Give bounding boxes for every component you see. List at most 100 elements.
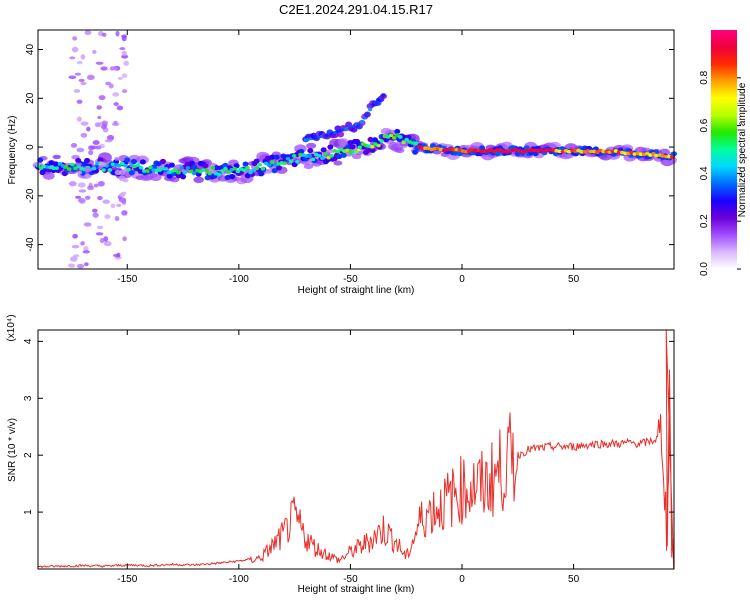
heatmap-cell xyxy=(303,163,314,170)
heatmap-cell xyxy=(257,162,263,167)
heatmap-cell xyxy=(88,145,95,151)
heatmap-cell xyxy=(193,176,204,184)
heatmap-x-tick-label: -50 xyxy=(343,274,358,285)
heatmap-cell xyxy=(126,167,131,172)
heatmap-cell xyxy=(139,159,146,165)
snr-x-tick-label: -100 xyxy=(229,574,249,585)
heatmap-cell xyxy=(95,61,104,65)
heatmap-cell xyxy=(327,144,334,150)
heatmap-cell xyxy=(388,133,394,138)
heatmap-cell xyxy=(379,139,384,143)
heatmap-y-tick-label: 40 xyxy=(25,44,36,56)
heatmap-cell xyxy=(325,149,334,154)
heatmap-cell xyxy=(260,166,266,171)
colorbar-label: Normalized spectral amplitude xyxy=(737,82,748,217)
heatmap-cell xyxy=(108,83,114,89)
colorbar-tick-label: 0.4 xyxy=(699,166,710,180)
heatmap-cell xyxy=(188,160,195,166)
heatmap-cell xyxy=(159,158,166,164)
heatmap-cell xyxy=(121,35,127,42)
heatmap-cell xyxy=(98,161,107,168)
heatmap-cell xyxy=(365,112,370,116)
heatmap-cell xyxy=(337,131,345,138)
heatmap-cell xyxy=(69,256,78,262)
snr-y-tick-label: 2 xyxy=(23,452,34,458)
heatmap-cell xyxy=(182,170,188,175)
heatmap-cell xyxy=(333,160,343,166)
heatmap-cell xyxy=(452,150,459,156)
colorbar-tick-label: 0.2 xyxy=(699,214,710,228)
heatmap-cell xyxy=(80,54,86,60)
heatmap-cell xyxy=(116,203,122,208)
snr-x-axis-label: Height of straight line (km) xyxy=(298,584,415,595)
snr-x-tick-label: -50 xyxy=(343,574,358,585)
heatmap-cell xyxy=(220,169,225,173)
colorbar-tick-label: 0.6 xyxy=(699,118,710,132)
heatmap-cell xyxy=(102,199,110,204)
colorbar-ticks: 0.0 0.2 0.4 0.6 0.8 xyxy=(699,70,741,276)
heatmap-cell xyxy=(84,195,91,200)
heatmap-cell xyxy=(192,171,197,176)
heatmap-cell xyxy=(273,154,280,160)
heatmap-cell xyxy=(51,166,56,171)
heatmap-cell xyxy=(76,99,83,104)
heatmap-cell xyxy=(85,173,91,179)
heatmap-cell xyxy=(276,165,283,171)
heatmap-cell xyxy=(138,165,144,170)
heatmap-y-tick-label: -20 xyxy=(25,188,36,203)
heatmap-cell xyxy=(142,169,147,173)
heatmap-cell xyxy=(323,151,328,156)
heatmap-cell xyxy=(123,163,128,168)
heatmap-cell xyxy=(104,156,113,161)
heatmap-cell xyxy=(92,140,100,145)
heatmap-cell xyxy=(78,78,85,82)
heatmap-cell xyxy=(68,181,77,187)
heatmap-cell xyxy=(545,148,550,152)
heatmap-cell xyxy=(52,161,59,167)
snr-series-line xyxy=(37,329,675,570)
heatmap-x-tick-label: 0 xyxy=(459,274,465,285)
heatmap-x-ticks: -150 -100 -50 0 50 xyxy=(117,30,580,285)
heatmap-cell xyxy=(166,173,173,179)
heatmap-cell xyxy=(350,126,358,133)
heatmap-cell xyxy=(116,105,124,111)
heatmap-cell xyxy=(122,236,127,242)
heatmap-cell xyxy=(298,148,305,155)
snr-y-tick-label: 3 xyxy=(23,395,34,401)
heatmap-cell xyxy=(329,153,334,158)
heatmap-cell xyxy=(68,263,76,268)
heatmap-cell xyxy=(670,155,675,159)
colorbar-gradient xyxy=(711,30,737,269)
heatmap-cell xyxy=(394,128,401,135)
heatmap-panel: -150 -100 -50 0 50 -40 -20 0 20 40 Height of str… xyxy=(7,29,677,296)
heatmap-cell xyxy=(404,137,409,142)
heatmap-cell xyxy=(266,163,272,167)
heatmap-cell xyxy=(76,263,85,269)
heatmap-cell xyxy=(595,150,600,154)
heatmap-cell xyxy=(638,152,644,157)
heatmap-cell xyxy=(84,167,92,173)
heatmap-cell xyxy=(97,225,104,230)
heatmap-cell xyxy=(307,154,313,158)
heatmap-cell xyxy=(148,165,153,170)
heatmap-cell xyxy=(529,148,534,153)
heatmap-cell xyxy=(169,176,180,183)
heatmap-cell xyxy=(149,173,162,182)
heatmap-cell xyxy=(77,170,83,175)
heatmap-cell xyxy=(54,166,59,170)
heatmap-cell xyxy=(97,115,102,120)
heatmap-cell xyxy=(72,36,78,41)
heatmap-cell xyxy=(501,149,506,154)
heatmap-cell xyxy=(84,30,92,36)
heatmap-cell xyxy=(86,74,95,81)
heatmap-cell xyxy=(121,199,127,205)
heatmap-cell xyxy=(111,122,120,127)
heatmap-cell xyxy=(73,166,78,171)
heatmap-x-axis-label: Height of straight line (km) xyxy=(298,285,415,296)
heatmap-cell xyxy=(75,195,82,199)
heatmap-cell xyxy=(42,171,55,180)
heatmap-cell xyxy=(413,141,419,146)
snr-frame xyxy=(37,329,675,570)
heatmap-cell xyxy=(86,126,91,132)
heatmap-cell xyxy=(376,143,381,148)
